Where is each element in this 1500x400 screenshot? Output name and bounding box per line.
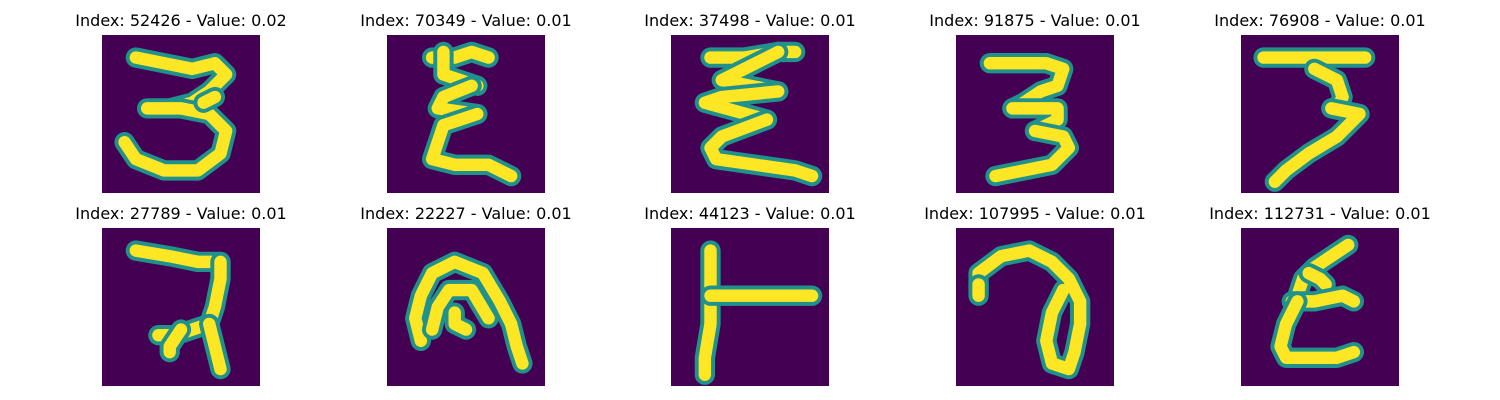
panel-title: Index: 37498 - Value: 0.01 bbox=[644, 11, 856, 30]
digit-stroke bbox=[197, 90, 222, 109]
digit-stroke bbox=[203, 317, 227, 376]
sample-image bbox=[956, 35, 1114, 193]
digit-stroke bbox=[989, 124, 1076, 183]
sample-image bbox=[387, 228, 545, 386]
digit-stroke bbox=[704, 113, 819, 183]
digit-stroke bbox=[1006, 102, 1064, 138]
panel-title: Index: 76908 - Value: 0.01 bbox=[1214, 11, 1426, 30]
panel-title: Index: 22227 - Value: 0.01 bbox=[360, 204, 572, 223]
panel-title: Index: 91875 - Value: 0.01 bbox=[929, 11, 1141, 30]
digit-stroke bbox=[409, 255, 529, 370]
digit-stroke bbox=[129, 244, 227, 269]
digit-stroke bbox=[698, 244, 717, 381]
sample-image bbox=[102, 228, 260, 386]
digit-stroke bbox=[1268, 102, 1366, 188]
digit-stroke bbox=[1274, 295, 1361, 364]
panel-title: Index: 27789 - Value: 0.01 bbox=[75, 204, 287, 223]
panel-title: Index: 112731 - Value: 0.01 bbox=[1209, 204, 1431, 223]
digit-stroke bbox=[972, 244, 1087, 376]
sample-image bbox=[671, 228, 829, 386]
digit-stroke bbox=[425, 283, 495, 336]
panel-title: Index: 52426 - Value: 0.02 bbox=[75, 11, 287, 30]
digit-stroke bbox=[448, 306, 473, 336]
digit-stroke bbox=[118, 102, 233, 177]
digit-stroke bbox=[698, 85, 785, 126]
digit-stroke bbox=[425, 107, 518, 183]
digit-stroke bbox=[163, 323, 188, 359]
sample-image bbox=[102, 35, 260, 193]
panel-title: Index: 107995 - Value: 0.01 bbox=[924, 204, 1146, 223]
sample-image bbox=[387, 35, 545, 193]
digit-stroke bbox=[1302, 266, 1332, 291]
sample-image bbox=[1241, 228, 1399, 386]
panel-title: Index: 70349 - Value: 0.01 bbox=[360, 11, 572, 30]
panel-title: Index: 44123 - Value: 0.01 bbox=[644, 204, 856, 223]
sample-image bbox=[671, 35, 829, 193]
sample-image bbox=[956, 228, 1114, 386]
sample-image bbox=[1241, 35, 1399, 193]
